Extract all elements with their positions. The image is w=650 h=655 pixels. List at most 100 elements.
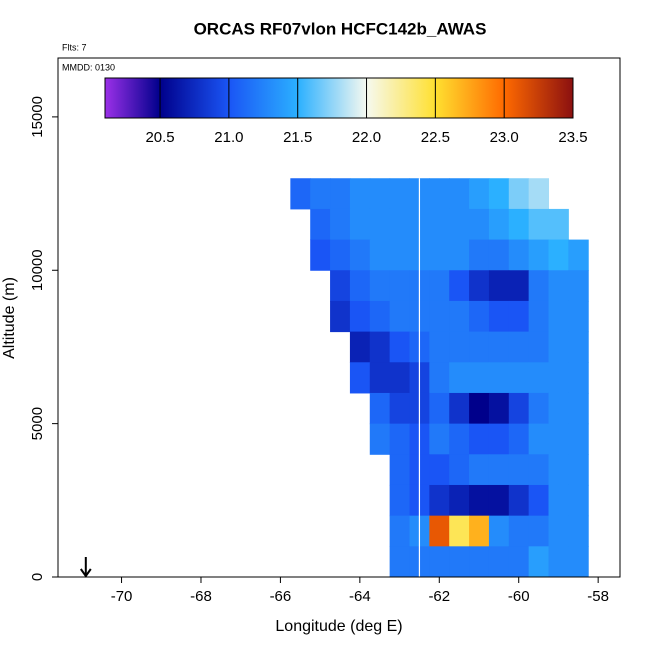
heatmap-cell — [429, 208, 450, 241]
heatmap-cell — [568, 300, 589, 333]
heatmap-cell — [369, 423, 391, 455]
heatmap-cell — [568, 331, 589, 363]
heatmap-cell — [429, 423, 450, 455]
heatmap-cell — [349, 270, 371, 302]
heatmap-cell — [310, 239, 331, 271]
heatmap-cell — [528, 454, 550, 486]
heatmap-cell — [389, 239, 410, 271]
heatmap-cell — [469, 484, 490, 517]
heatmap-cell — [389, 362, 410, 394]
colorbar-tick-label: 21.0 — [214, 129, 243, 146]
x-tick-label: -66 — [270, 588, 292, 605]
heatmap-cell — [469, 331, 490, 363]
heatmap-cell — [568, 423, 589, 455]
heatmap-cell — [469, 270, 490, 302]
heatmap-cell — [568, 546, 589, 578]
y-tick-label: 0 — [29, 573, 46, 581]
heatmap-cell — [449, 208, 470, 241]
colorbar-tick-label: 23.0 — [490, 129, 519, 146]
heatmap-cell — [488, 331, 510, 363]
heatmap-cell — [488, 392, 510, 425]
heatmap-cell — [548, 239, 569, 271]
heatmap-cell — [389, 208, 410, 241]
heatmap-cell — [548, 454, 569, 486]
heatmap-cell — [528, 331, 550, 363]
heatmap-cell — [528, 484, 550, 517]
heatmap-cell — [369, 392, 391, 425]
heatmap-cell — [548, 270, 569, 302]
x-tick-label: -68 — [190, 588, 212, 605]
heatmap-cell — [568, 362, 589, 394]
y-axis-label: Altitude (m) — [1, 277, 18, 359]
x-tick-label: -62 — [428, 588, 450, 605]
heatmap-cell — [469, 546, 490, 578]
flights-note: Flts: 7 — [62, 42, 87, 52]
colorbar-tick-label: 20.5 — [145, 129, 174, 146]
heatmap-cell — [548, 515, 569, 547]
heatmap-cell — [449, 331, 470, 363]
heatmap-cell — [528, 362, 550, 394]
colorbar — [104, 77, 574, 119]
heatmap-cell — [488, 454, 510, 486]
heatmap-cell — [429, 300, 450, 333]
heatmap-cell — [469, 454, 490, 486]
heatmap-cell — [528, 392, 550, 425]
heatmap-cell — [449, 300, 470, 333]
heatmap-cell — [429, 362, 450, 394]
heatmap-cell — [548, 484, 569, 517]
heatmap-cell — [429, 178, 450, 210]
x-tick-label: -64 — [349, 588, 371, 605]
heatmap-cell — [389, 484, 410, 517]
heatmap-cell — [429, 392, 450, 425]
heatmap-cell — [290, 178, 311, 210]
heatmap-cell — [568, 515, 589, 547]
colorbar-tick-label: 22.5 — [421, 129, 450, 146]
heatmap-cell — [330, 270, 351, 302]
heatmap-cell — [488, 208, 510, 241]
heatmap-cell — [449, 454, 470, 486]
heatmap-cell — [548, 208, 569, 241]
heatmap-cell — [389, 270, 410, 302]
heatmap-cell — [469, 423, 490, 455]
heatmap-cell — [469, 362, 490, 394]
y-tick-label: 5000 — [29, 407, 46, 440]
date-note: MMDD: 0130 — [62, 62, 115, 72]
heatmap-cell — [369, 300, 391, 333]
heatmap-cell — [469, 208, 490, 241]
heatmap-cell — [429, 546, 450, 578]
arrow-head — [79, 568, 92, 578]
heatmap-cell — [369, 362, 391, 394]
heatmap-cell — [508, 270, 530, 302]
heatmap-cell — [429, 515, 450, 547]
heatmap-cell — [528, 239, 550, 271]
heatmap-cell — [389, 392, 410, 425]
heatmap-cell — [449, 484, 470, 517]
heatmap-cell — [488, 423, 510, 455]
y-tick-label: 10000 — [29, 249, 46, 291]
heatmap-cell — [469, 392, 490, 425]
heatmap-cell — [389, 178, 410, 210]
heatmap-cell — [528, 270, 550, 302]
heatmap-cell — [389, 546, 410, 578]
x-tick-label: -58 — [587, 588, 609, 605]
heatmap-cell — [548, 423, 569, 455]
heatmap-cell — [389, 454, 410, 486]
heatmap-cell — [389, 331, 410, 363]
heatmap-cell — [488, 239, 510, 271]
heatmap-cell — [310, 208, 331, 241]
heatmap-cell — [488, 300, 510, 333]
heatmap-cell — [548, 362, 569, 394]
heatmap-cell — [528, 546, 550, 578]
heatmap-cell — [488, 546, 510, 578]
x-tick-label: -70 — [111, 588, 133, 605]
heatmap-cell — [469, 239, 490, 271]
heatmap-cell — [568, 484, 589, 517]
chart-title: ORCAS RF07vlon HCFC142b_AWAS — [194, 19, 487, 38]
heatmap-cell — [488, 362, 510, 394]
heatmap-cell — [508, 331, 530, 363]
heatmap-cell — [349, 239, 371, 271]
heatmap-cell — [429, 331, 450, 363]
heatmap-cell — [449, 515, 470, 547]
heatmap-cell — [528, 300, 550, 333]
